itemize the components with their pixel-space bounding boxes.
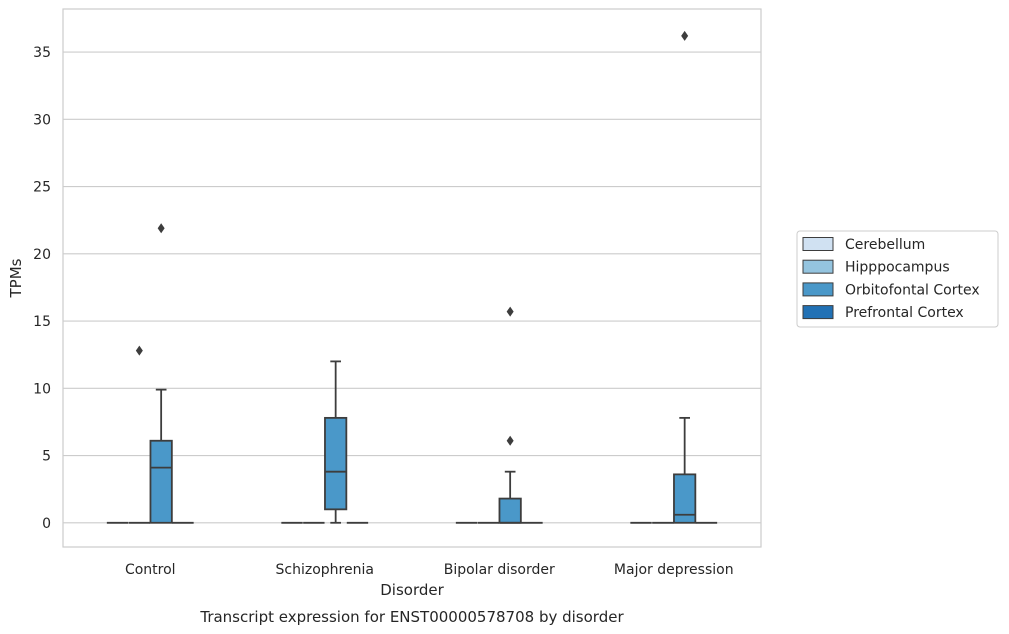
legend-swatch [802,237,834,251]
y-axis-label: TPMs [7,258,25,298]
box-body [498,497,522,524]
legend-item-hipppocampus: Hipppocampus [802,259,950,276]
y-axis-ticks: 0 5 10 15 20 25 30 35 [33,45,51,532]
outlier-point [681,30,689,41]
box-orbitofontal-cortex-control [149,223,173,524]
outlier-point [157,223,165,234]
x-tick-label-bipolar-disorder: Bipolar disorder [444,562,555,578]
x-tick-label-major-depression: Major depression [614,562,734,578]
box-body [673,473,697,524]
y-tick-label: 0 [42,516,51,532]
x-tick-label-control: Control [125,562,176,578]
box-orbitofontal-cortex-bipolar-disorder [498,306,522,524]
x-axis-ticks: Control Schizophrenia Bipolar disorder Majo… [125,562,734,578]
legend-label: Orbitofontal Cortex [845,282,980,298]
outlier-point [506,435,514,446]
y-tick-label: 20 [33,247,51,263]
chart-title: Transcript expression for ENST0000057870… [199,608,624,626]
y-tick-label: 15 [33,314,51,330]
legend-item-cerebellum: Cerebellum [802,237,925,253]
box-body [149,439,173,524]
y-tick-label: 30 [33,112,51,128]
legend-label: Cerebellum [845,237,925,253]
y-tick-label: 35 [33,45,51,61]
legend-swatch [802,305,834,320]
legend: Cerebellum Hipppocampus Orbitofontal Corte… [796,230,999,328]
box-hipppocampus-control [128,345,151,524]
plot-area [62,8,762,548]
box-body [324,416,348,511]
box-series [106,30,718,524]
box-orbitofontal-cortex-major-depression [673,30,697,524]
legend-item-orbitofontal-cortex: Orbitofontal Cortex [802,282,980,298]
y-tick-label: 25 [33,180,51,196]
outlier-point [506,306,514,317]
legend-label: Hipppocampus [845,260,950,276]
legend-frame [796,230,999,328]
legend-swatch [802,282,834,297]
legend-item-prefrontal-cortex: Prefrontal Cortex [802,305,964,321]
x-axis-label: Disorder [380,581,444,599]
legend-label: Prefrontal Cortex [845,305,964,321]
x-tick-label-schizophrenia: Schizophrenia [276,562,374,578]
box-orbitofontal-cortex-schizophrenia [324,360,348,524]
legend-swatch [802,259,834,274]
outlier-point [135,345,143,356]
y-tick-label: 10 [33,381,51,397]
y-tick-label: 5 [42,449,51,465]
